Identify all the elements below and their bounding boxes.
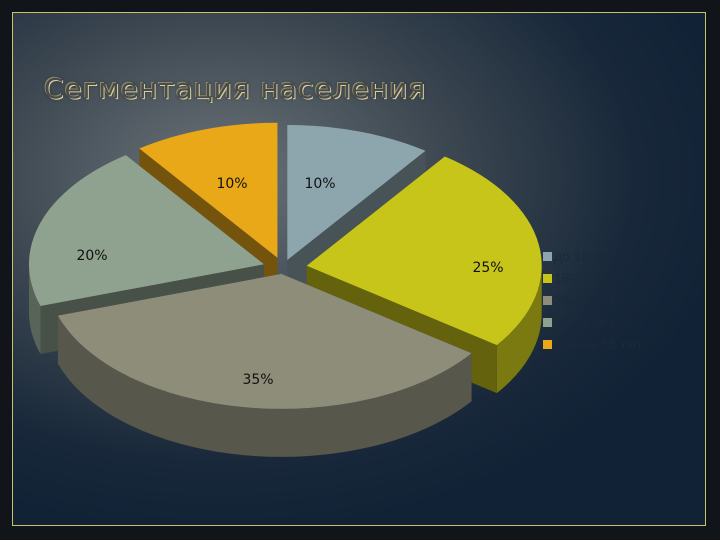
chart-legend: до 18 лет 18-25 лет 26-40 лет 41-55 лет свыш… [543,245,643,355]
legend-swatch [543,251,552,261]
legend-label: 18-25 лет [554,270,616,286]
legend-swatch [543,339,552,349]
legend-item-1: до 18 лет [543,245,643,267]
data-label-1: 10% [304,176,335,192]
legend-label: 26-40 лет [554,292,616,308]
legend-item-4: 41-55 лет [543,311,643,333]
legend-swatch [543,295,552,305]
legend-item-3: 26-40 лет [543,289,643,311]
pie-slice-3 [57,273,472,457]
legend-item-2: 18-25 лет [543,267,643,289]
legend-swatch [543,317,552,327]
slide-title: Сегментация населения [44,72,427,105]
data-label-2: 25% [472,260,503,276]
legend-swatch [543,273,552,283]
legend-label: до 18 лет [554,248,616,264]
data-label-4: 20% [76,248,107,264]
legend-item-5: свыше 55 лет [543,333,643,355]
legend-label: 41-55 лет [554,314,616,330]
data-label-5: 10% [216,176,247,192]
data-label-3: 35% [242,372,273,388]
legend-label: свыше 55 лет [554,336,643,352]
